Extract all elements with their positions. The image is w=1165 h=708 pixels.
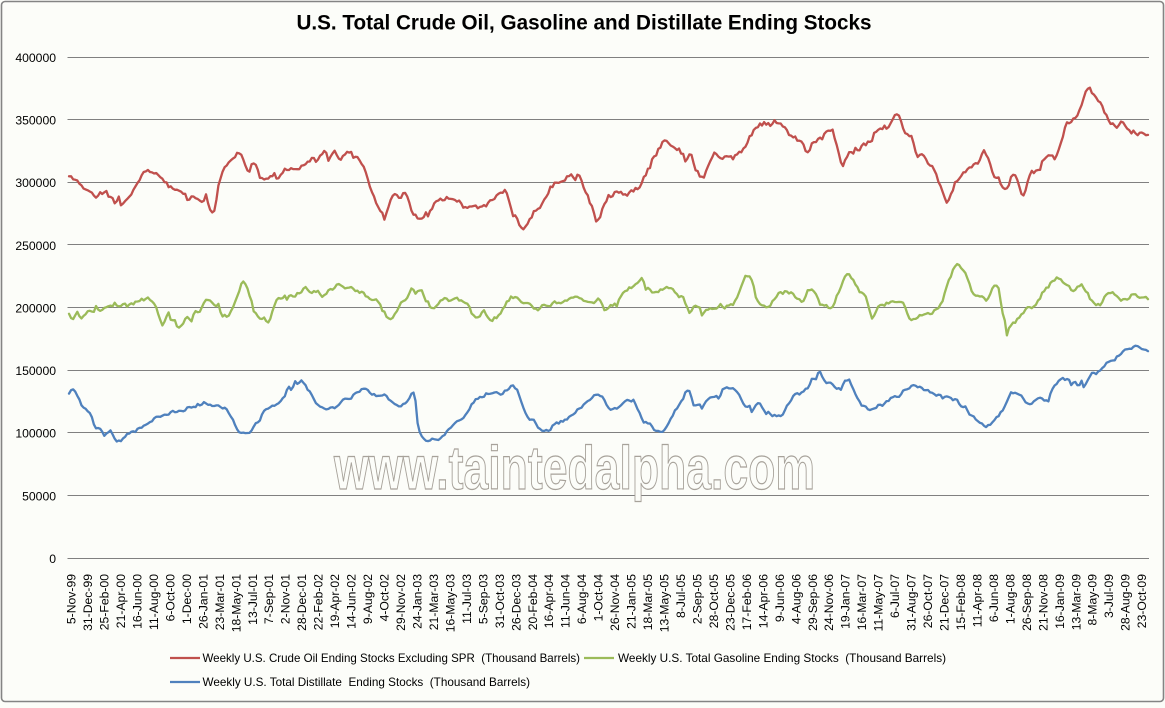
svg-text:300000: 300000	[15, 176, 56, 190]
svg-text:26-Oct-07: 26-Oct-07	[921, 574, 935, 628]
svg-text:20-Feb-04: 20-Feb-04	[526, 574, 540, 630]
svg-text:Weekly U.S. Total Gasoline End: Weekly U.S. Total Gasoline Ending Stocks…	[618, 652, 946, 665]
svg-text:Weekly U.S. Crude Oil Ending S: Weekly U.S. Crude Oil Ending Stocks Excl…	[203, 652, 581, 665]
svg-text:13-Mar-09: 13-Mar-09	[1069, 574, 1083, 630]
svg-text:28-Oct-05: 28-Oct-05	[707, 574, 721, 628]
svg-text:19-Apr-02: 19-Apr-02	[328, 574, 342, 628]
svg-text:23-Oct-09: 23-Oct-09	[1135, 574, 1149, 628]
svg-text:2-Sep-05: 2-Sep-05	[691, 574, 705, 624]
svg-text:31-Oct-03: 31-Oct-03	[493, 574, 507, 628]
svg-text:13-Jul-01: 13-Jul-01	[246, 574, 260, 625]
svg-text:24-Jan-03: 24-Jan-03	[411, 574, 425, 629]
svg-text:19-Jan-07: 19-Jan-07	[839, 574, 853, 629]
svg-text:9-Aug-02: 9-Aug-02	[361, 574, 375, 624]
svg-text:11-Jul-03: 11-Jul-03	[460, 574, 474, 624]
svg-text:16-Jun-00: 16-Jun-00	[131, 574, 145, 629]
svg-text:28-Aug-09: 28-Aug-09	[1119, 574, 1133, 631]
svg-text:6-Aug-04: 6-Aug-04	[575, 574, 589, 624]
svg-text:31-Dec-99: 31-Dec-99	[81, 574, 95, 631]
svg-text:29-Sep-06: 29-Sep-06	[806, 574, 820, 631]
svg-text:0: 0	[49, 552, 56, 566]
svg-text:24-Nov-06: 24-Nov-06	[822, 574, 836, 631]
svg-text:U.S. Total Crude Oil, Gasoline: U.S. Total Crude Oil, Gasoline and Disti…	[296, 11, 871, 34]
svg-text:2-Nov-01: 2-Nov-01	[279, 574, 293, 624]
svg-text:200000: 200000	[15, 301, 56, 315]
svg-text:8-May-09: 8-May-09	[1086, 574, 1100, 626]
svg-text:16-Mar-07: 16-Mar-07	[855, 574, 869, 630]
svg-text:1-Dec-00: 1-Dec-00	[180, 574, 194, 624]
svg-text:9-Jun-06: 9-Jun-06	[773, 574, 787, 622]
svg-text:21-Dec-07: 21-Dec-07	[938, 574, 952, 631]
svg-text:5-Sep-03: 5-Sep-03	[476, 574, 490, 624]
svg-text:26-Nov-04: 26-Nov-04	[608, 574, 622, 631]
svg-text:28-Dec-01: 28-Dec-01	[295, 574, 309, 631]
svg-text:29-Nov-02: 29-Nov-02	[394, 574, 408, 631]
svg-text:16-May-03: 16-May-03	[443, 574, 457, 632]
svg-text:5-Nov-99: 5-Nov-99	[65, 574, 79, 624]
svg-text:11-May-07: 11-May-07	[872, 574, 886, 632]
svg-text:21-Apr-00: 21-Apr-00	[114, 574, 128, 628]
svg-text:11-Aug-00: 11-Aug-00	[147, 574, 161, 630]
svg-text:6-Oct-00: 6-Oct-00	[163, 574, 177, 622]
svg-text:6-Jun-08: 6-Jun-08	[987, 574, 1001, 622]
svg-text:250000: 250000	[15, 239, 56, 253]
svg-text:Weekly U.S. Total Distillate: Weekly U.S. Total Distillate Ending Stoc…	[203, 676, 531, 689]
svg-text:1-Aug-08: 1-Aug-08	[1003, 574, 1017, 624]
svg-text:6-Jul-07: 6-Jul-07	[888, 574, 902, 618]
svg-text:16-Jan-09: 16-Jan-09	[1053, 574, 1067, 629]
svg-text:22-Feb-02: 22-Feb-02	[312, 574, 326, 630]
svg-text:4-Oct-02: 4-Oct-02	[378, 574, 392, 622]
svg-text:50000: 50000	[22, 489, 56, 503]
svg-text:4-Aug-06: 4-Aug-06	[789, 574, 803, 624]
svg-text:26-Sep-08: 26-Sep-08	[1020, 574, 1034, 631]
svg-text:16-Apr-04: 16-Apr-04	[542, 574, 556, 628]
svg-text:26-Jan-01: 26-Jan-01	[196, 574, 210, 629]
svg-text:17-Feb-06: 17-Feb-06	[740, 574, 754, 630]
svg-text:1-Oct-04: 1-Oct-04	[592, 574, 606, 622]
svg-text:100000: 100000	[15, 427, 56, 441]
svg-text:www.taintedalpha.com: www.taintedalpha.com	[333, 434, 815, 502]
svg-text:21-Nov-08: 21-Nov-08	[1036, 574, 1050, 631]
svg-text:31-Aug-07: 31-Aug-07	[905, 574, 919, 631]
svg-text:26-Dec-03: 26-Dec-03	[509, 574, 523, 631]
svg-text:7-Sep-01: 7-Sep-01	[262, 574, 276, 624]
svg-text:18-May-01: 18-May-01	[229, 574, 243, 632]
svg-text:13-May-05: 13-May-05	[658, 574, 672, 632]
svg-text:25-Feb-00: 25-Feb-00	[98, 574, 112, 630]
svg-text:400000: 400000	[15, 51, 56, 65]
svg-text:23-Dec-05: 23-Dec-05	[723, 574, 737, 631]
svg-text:21-Jan-05: 21-Jan-05	[625, 574, 639, 629]
svg-text:15-Feb-08: 15-Feb-08	[954, 574, 968, 630]
svg-text:14-Jun-02: 14-Jun-02	[345, 574, 359, 629]
svg-text:11-Apr-08: 11-Apr-08	[970, 574, 984, 628]
svg-text:18-Mar-05: 18-Mar-05	[641, 574, 655, 630]
svg-text:14-Apr-06: 14-Apr-06	[756, 574, 770, 628]
svg-text:23-Mar-01: 23-Mar-01	[213, 574, 227, 630]
svg-text:21-Mar-03: 21-Mar-03	[427, 574, 441, 630]
svg-text:350000: 350000	[15, 114, 56, 128]
svg-text:11-Jun-04: 11-Jun-04	[559, 574, 573, 628]
svg-text:8-Jul-05: 8-Jul-05	[674, 574, 688, 618]
svg-text:3-Jul-09: 3-Jul-09	[1102, 574, 1116, 618]
svg-text:150000: 150000	[15, 364, 56, 378]
